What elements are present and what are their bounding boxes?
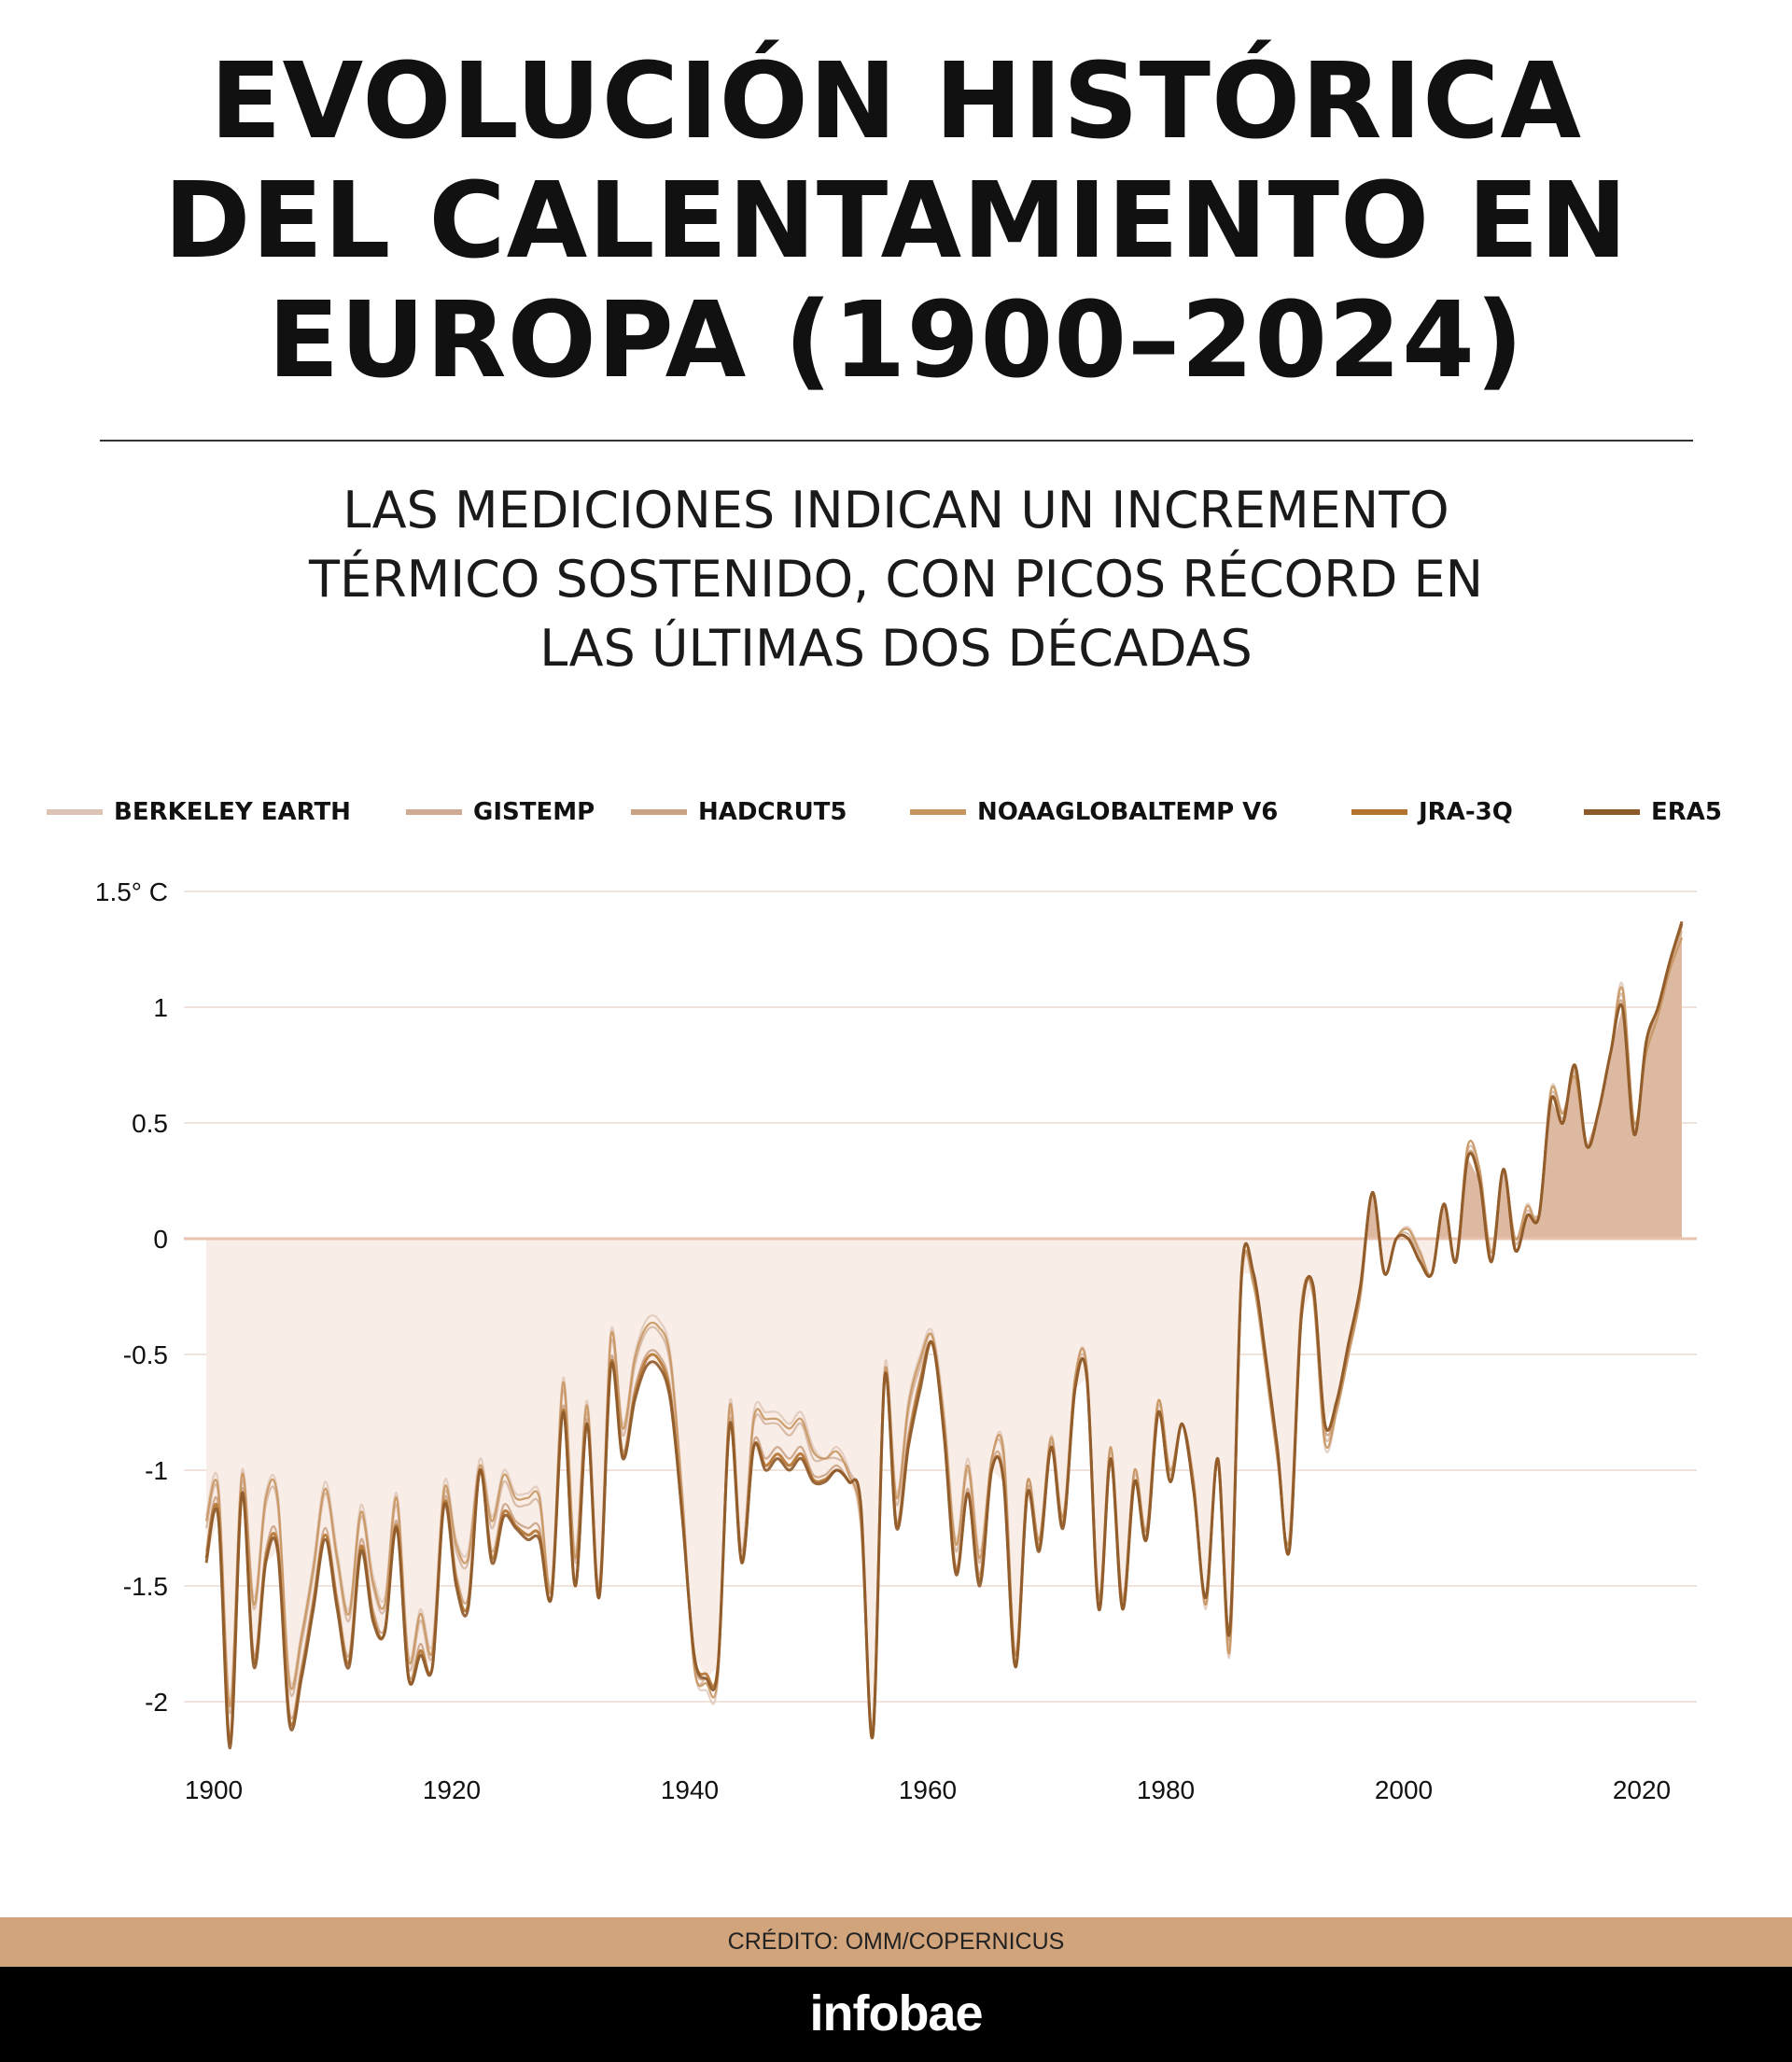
x-tick-label: 2020	[1613, 1775, 1671, 1804]
y-tick-label: -1	[145, 1456, 168, 1485]
legend-swatch	[406, 809, 462, 815]
legend-swatch	[1584, 809, 1640, 815]
y-tick-label: 0	[153, 1225, 168, 1254]
temperature-chart: 1.5° C 1 0.5 0 -0.5 -1 -1.5 -2 1900 1920 1940 1960 1…	[95, 877, 1697, 1804]
x-tick-label: 1980	[1137, 1775, 1195, 1804]
y-tick-label: -0.5	[123, 1340, 168, 1369]
legend-swatch	[910, 809, 966, 815]
y-tick-label: 0.5	[132, 1109, 168, 1138]
x-tick-label: 1900	[185, 1775, 243, 1804]
x-tick-label: 1960	[899, 1775, 957, 1804]
infobae-logo: infobae	[809, 1985, 983, 2041]
legend-item-berkeley-earth: BERKELEY EARTH	[47, 798, 351, 826]
legend-item-noaaglobaltemp: NOAAGLOBALTEMP V6	[910, 798, 1278, 826]
legend-label: ERA5	[1651, 798, 1722, 826]
y-tick-label: 1.5° C	[95, 877, 168, 906]
y-tick-label: -2	[145, 1688, 168, 1717]
legend-item-era5: ERA5	[1584, 798, 1722, 826]
subtitle: LAS MEDICIONES INDICAN UN INCREMENTO TÉR…	[0, 476, 1792, 683]
y-tick-label: 1	[153, 993, 168, 1022]
legend-label: JRA-3Q	[1419, 798, 1513, 826]
legend-label: NOAAGLOBALTEMP V6	[977, 798, 1279, 826]
footer: infobae	[0, 1967, 1792, 2062]
subtitle-line: TÉRMICO SOSTENIDO, CON PICOS RÉCORD EN	[309, 550, 1483, 609]
title-divider	[100, 440, 1693, 442]
title-line: DEL CALENTAMIENTO EN	[163, 161, 1629, 282]
negative-area-fill	[206, 1239, 1682, 1748]
subtitle-line: LAS MEDICIONES INDICAN UN INCREMENTO	[343, 481, 1449, 540]
x-tick-label: 1920	[423, 1775, 481, 1804]
chart-legend: BERKELEY EARTH GISTEMP HADCRUT5 NOAAGLOB…	[0, 798, 1792, 835]
credit-text: CRÉDITO: OMM/COPERNICUS	[727, 1929, 1065, 1955]
legend-swatch	[631, 809, 687, 815]
title-line: EUROPA (1900–2024)	[267, 280, 1525, 401]
series-line-era5	[204, 920, 1684, 1750]
x-tick-label: 1940	[661, 1775, 719, 1804]
x-tick-label: 2000	[1375, 1775, 1433, 1804]
y-tick-label: -1.5	[123, 1572, 168, 1601]
legend-label: BERKELEY EARTH	[114, 798, 351, 826]
legend-swatch	[47, 809, 103, 815]
legend-item-jra-3q: JRA-3Q	[1351, 798, 1513, 826]
subtitle-line: LAS ÚLTIMAS DOS DÉCADAS	[539, 619, 1253, 678]
legend-item-hadcrut5: HADCRUT5	[631, 798, 847, 826]
legend-label: HADCRUT5	[698, 798, 847, 826]
page-title: EVOLUCIÓN HISTÓRICA DEL CALENTAMIENTO EN…	[0, 42, 1792, 400]
legend-item-gistemp: GISTEMP	[406, 798, 595, 826]
title-line: EVOLUCIÓN HISTÓRICA	[209, 41, 1583, 162]
legend-label: GISTEMP	[473, 798, 595, 826]
credit-bar: CRÉDITO: OMM/COPERNICUS	[0, 1917, 1792, 1967]
legend-swatch	[1351, 809, 1407, 815]
